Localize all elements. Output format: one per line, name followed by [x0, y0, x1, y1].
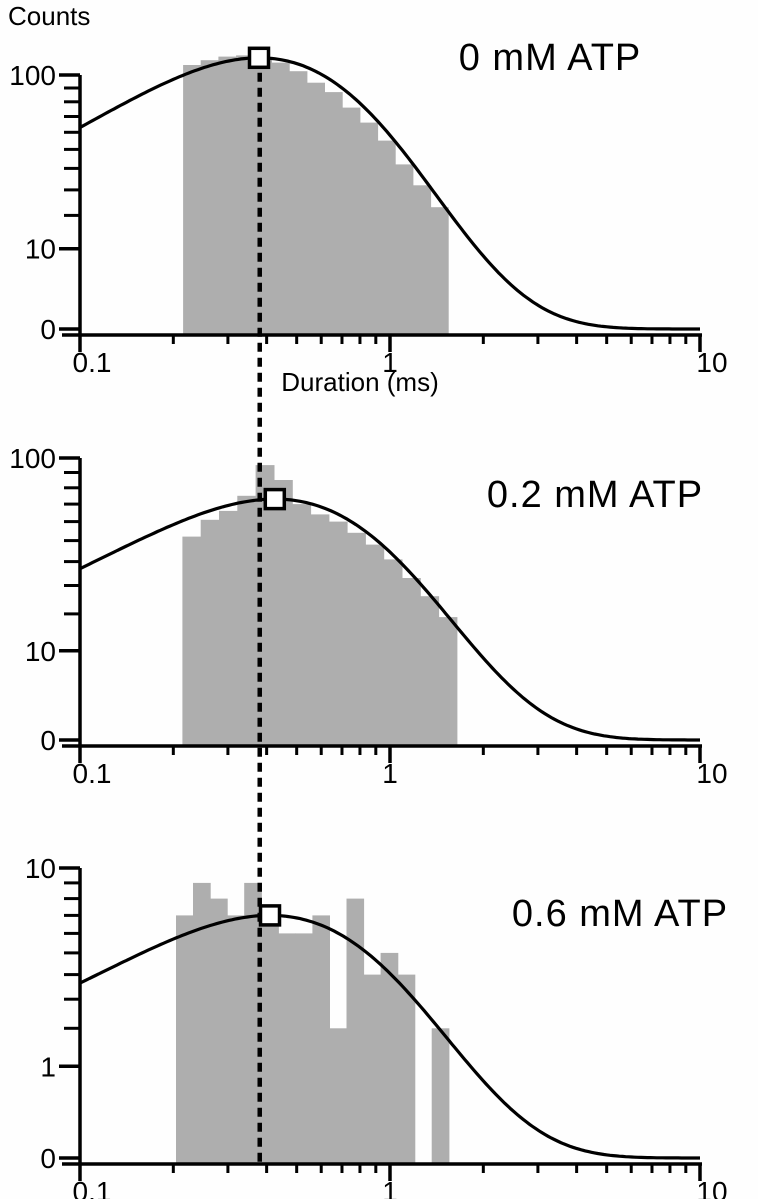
histogram-bar [261, 915, 279, 1163]
x-tick-label: 10 [696, 347, 727, 378]
peak-marker [263, 487, 287, 511]
histogram-bar [401, 578, 421, 745]
peak-marker [247, 46, 271, 70]
histogram-bar [273, 480, 293, 745]
panel-2-title: 0.2 mM ATP [486, 474, 704, 516]
histogram-bar [347, 532, 366, 745]
y-axis-title: Counts [8, 1, 91, 31]
histogram-bar [312, 915, 330, 1163]
histogram-bar [380, 952, 399, 1163]
histogram-bar [200, 519, 220, 745]
histogram-bar [324, 92, 343, 334]
histogram-bar [227, 915, 245, 1163]
histogram-bar [271, 62, 290, 334]
x-tick-label: 1 [382, 1176, 398, 1199]
histogram-bar [244, 882, 262, 1163]
histogram-bar [420, 596, 440, 745]
histogram-bar [365, 544, 385, 745]
x-tick-label: 0.1 [73, 1176, 112, 1199]
histogram-bar [182, 536, 202, 745]
x-tick-label: 10 [696, 1176, 727, 1199]
panel-3-title: 0.6 mM ATP [511, 893, 729, 935]
x-tick-label: 10 [696, 758, 727, 789]
y-tick-label: 10 [25, 636, 56, 667]
histogram-bar [292, 504, 312, 745]
histogram-bar [289, 71, 308, 334]
histogram-bar [218, 56, 237, 334]
histogram-bar [383, 559, 403, 745]
y-tick-label: 1 [40, 1051, 56, 1082]
histogram-bar [346, 898, 365, 1163]
histogram-bar [253, 57, 272, 335]
histogram-bar [183, 65, 202, 334]
histogram-bar [328, 521, 348, 745]
y-tick-label: 0 [40, 314, 56, 345]
histogram-bar [219, 510, 238, 745]
y-tick-label: 10 [25, 234, 56, 265]
fit-curve [79, 497, 700, 742]
histogram-bar [329, 1028, 348, 1163]
histogram-bar [176, 915, 194, 1163]
histogram-bar [306, 82, 325, 334]
x-axis-title: Duration (ms) [281, 367, 439, 397]
panel-1-title: 0 mM ATP [458, 37, 642, 79]
histogram-bar [210, 898, 228, 1163]
y-tick-label: 100 [9, 443, 56, 474]
y-tick-label: 10 [25, 853, 56, 884]
histogram-bar [412, 185, 432, 334]
x-tick-label: 0.1 [73, 758, 112, 789]
panel-1-bars [183, 55, 449, 335]
histogram-bar [430, 207, 449, 334]
histogram-bar [438, 617, 458, 745]
y-tick-label: 0 [40, 1143, 56, 1174]
histogram-bar [377, 140, 396, 334]
histogram-bar [236, 55, 255, 335]
x-tick-label: 0.1 [73, 347, 112, 378]
histogram-bar [397, 974, 416, 1163]
histogram-bar [193, 882, 211, 1163]
y-tick-label: 0 [40, 725, 56, 756]
histogram-bar [342, 107, 361, 334]
histogram-bar [278, 933, 296, 1163]
histogram-bar [363, 974, 382, 1163]
histogram-bar [359, 122, 379, 334]
histogram-bar [237, 495, 257, 745]
histogram-bar [200, 60, 219, 334]
histogram-bar [395, 164, 414, 334]
x-tick-label: 1 [382, 758, 398, 789]
y-tick-label: 100 [9, 60, 56, 91]
panel-3-bars [176, 882, 450, 1163]
histogram-bar [431, 1028, 450, 1163]
fit-curve [79, 56, 700, 331]
histogram-bar [310, 514, 330, 745]
histogram-bar [295, 933, 313, 1163]
panel-2-bars [182, 465, 458, 745]
x-tick-label: 1 [382, 347, 398, 378]
peak-marker [258, 904, 282, 927]
fit-curve [79, 913, 700, 1160]
